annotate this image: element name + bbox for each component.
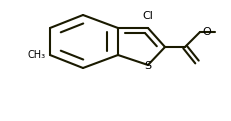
Text: Cl: Cl xyxy=(143,11,153,21)
Text: O: O xyxy=(202,27,211,37)
Text: CH₃: CH₃ xyxy=(28,50,46,60)
Text: S: S xyxy=(144,61,152,71)
